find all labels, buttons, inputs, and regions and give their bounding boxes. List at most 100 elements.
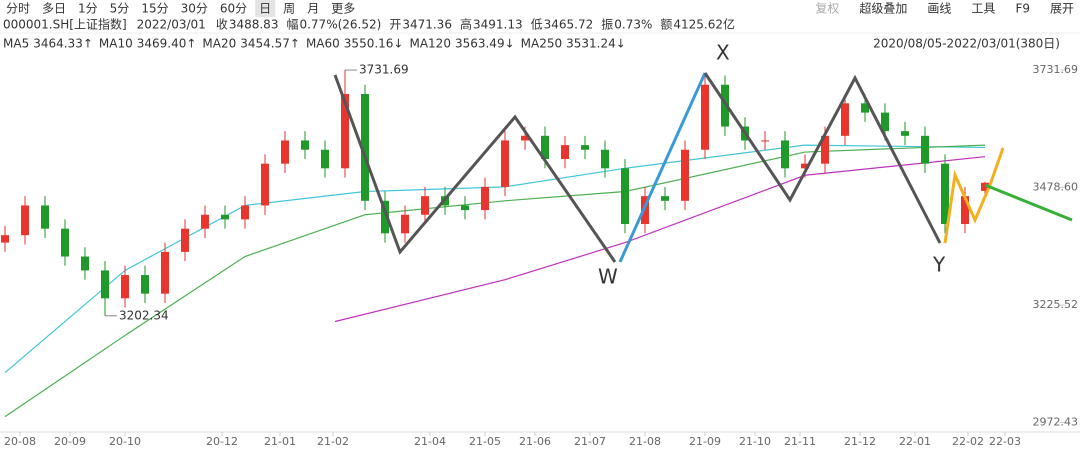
- ma-value: 3464.33↑: [33, 37, 93, 51]
- candle-body: [61, 228, 69, 257]
- toolbar-tab[interactable]: 5分: [110, 2, 130, 16]
- candle-body: [861, 103, 869, 113]
- x-tick-label: 20-12: [206, 435, 238, 448]
- x-tick-label: 21-10: [739, 435, 771, 448]
- candle-body: [401, 214, 409, 234]
- toolbar-tab[interactable]: 月: [307, 2, 319, 16]
- x-tick-label: 21-11: [784, 435, 816, 448]
- ma-label: MA60: [306, 37, 340, 51]
- x-tick-label: 21-02: [317, 435, 349, 448]
- candle-body: [821, 135, 829, 164]
- candle-body: [581, 145, 589, 150]
- ma-label: MA250: [521, 37, 562, 51]
- candle-body: [541, 135, 549, 160]
- candle-body: [141, 275, 149, 294]
- candle-body: [381, 200, 389, 234]
- toolbar-button[interactable]: 画线: [927, 2, 951, 16]
- candle-body: [781, 140, 789, 169]
- ma-value: 3454.57↑: [240, 37, 300, 51]
- green-line: [984, 183, 1073, 222]
- candle-body: [461, 205, 469, 211]
- candle-body: [481, 186, 489, 211]
- orange-line: [943, 147, 1005, 244]
- candle-body: [521, 135, 529, 141]
- toolbar-tab[interactable]: 分时: [6, 2, 30, 16]
- candle-body: [501, 140, 509, 187]
- candle-body: [641, 196, 649, 225]
- toolbar-tab[interactable]: 更多: [331, 2, 355, 16]
- toolbar-button[interactable]: 复权: [815, 2, 839, 16]
- quote-label: 振: [601, 18, 613, 32]
- candle-body: [681, 149, 689, 201]
- x-tick-label: 20-09: [54, 435, 86, 448]
- ma-line: [4, 144, 986, 374]
- candle-body: [361, 94, 369, 201]
- candle-body: [121, 275, 129, 299]
- candle-body: [921, 135, 929, 164]
- candle-body: [321, 149, 329, 169]
- high-label: 3731.69: [359, 63, 409, 77]
- candle-body: [341, 94, 349, 169]
- candle-body: [221, 214, 229, 220]
- y-tick-label: 3731.69: [1033, 63, 1079, 76]
- candle-body: [881, 112, 889, 132]
- quote-value: 3465.72: [544, 18, 594, 32]
- quote-label: 高: [460, 17, 472, 32]
- toolbar-button[interactable]: F9: [1015, 2, 1030, 16]
- candle-body: [301, 140, 309, 150]
- toolbar-tab[interactable]: 多日: [42, 2, 66, 16]
- candle-body: [701, 84, 709, 150]
- toolbar-button[interactable]: 工具: [971, 2, 995, 16]
- candle-body: [841, 103, 849, 136]
- candle-body: [421, 196, 429, 215]
- zigzag-line: [703, 72, 942, 244]
- quote-value: 3488.83: [229, 18, 279, 32]
- quote-label: 低: [531, 18, 543, 32]
- toolbar-tab[interactable]: 周: [283, 2, 295, 16]
- candle-body: [801, 163, 809, 169]
- candle-body: [941, 163, 949, 225]
- ma-value: 3563.49↓: [455, 37, 515, 51]
- candle-body: [901, 131, 909, 136]
- toolbar-tab[interactable]: 30分: [181, 2, 208, 16]
- x-tick-label: 21-06: [519, 435, 551, 448]
- ma-label: MA120: [409, 37, 450, 51]
- toolbar-button[interactable]: 展开: [1050, 2, 1074, 16]
- toolbar-tab[interactable]: 1分: [78, 2, 98, 16]
- quote-label: 收: [216, 18, 228, 32]
- x-tick-label: 21-09: [689, 435, 721, 448]
- x-tick-label: 21-01: [264, 435, 296, 448]
- low-label: 3202.34: [119, 308, 169, 322]
- candle-body: [81, 256, 89, 271]
- y-tick-label: 2972.43: [1033, 416, 1079, 429]
- quote-label: 2022/03/01: [137, 18, 206, 32]
- quote-label: 幅: [286, 17, 298, 32]
- ma-label: MA20: [202, 37, 236, 51]
- ma-line: [334, 156, 986, 323]
- x-tick-label: 21-08: [629, 435, 661, 448]
- candle-body: [181, 228, 189, 252]
- range-label[interactable]: 2020/08/05-2022/03/01(380日): [873, 37, 1060, 51]
- ma-label: MA5: [3, 37, 29, 51]
- active-tab: [255, 0, 276, 17]
- candle-body: [721, 84, 729, 127]
- x-tick-label: 22-02: [952, 435, 984, 448]
- toolbar-tab[interactable]: 60分: [220, 2, 247, 16]
- candle-body: [761, 140, 769, 142]
- toolbar-button[interactable]: 超级叠加: [859, 1, 907, 16]
- quote-value: 4125.62亿: [673, 17, 735, 32]
- x-tick-label: 21-05: [469, 435, 501, 448]
- ma-value: 3550.16↓: [344, 37, 404, 51]
- x-tick-label: 22-03: [989, 435, 1021, 448]
- quote-value: 0.73%: [614, 18, 652, 32]
- candle-body: [661, 196, 669, 201]
- x-tick-label: 20-08: [4, 435, 36, 448]
- toolbar-tab[interactable]: 日: [259, 2, 271, 16]
- toolbar-tab[interactable]: 15分: [141, 2, 168, 16]
- quote-value: 0.77%(26.52): [299, 18, 381, 32]
- candle-body: [261, 163, 269, 206]
- x-tick-label: 22-01: [899, 435, 931, 448]
- quote-label: 开: [389, 18, 401, 32]
